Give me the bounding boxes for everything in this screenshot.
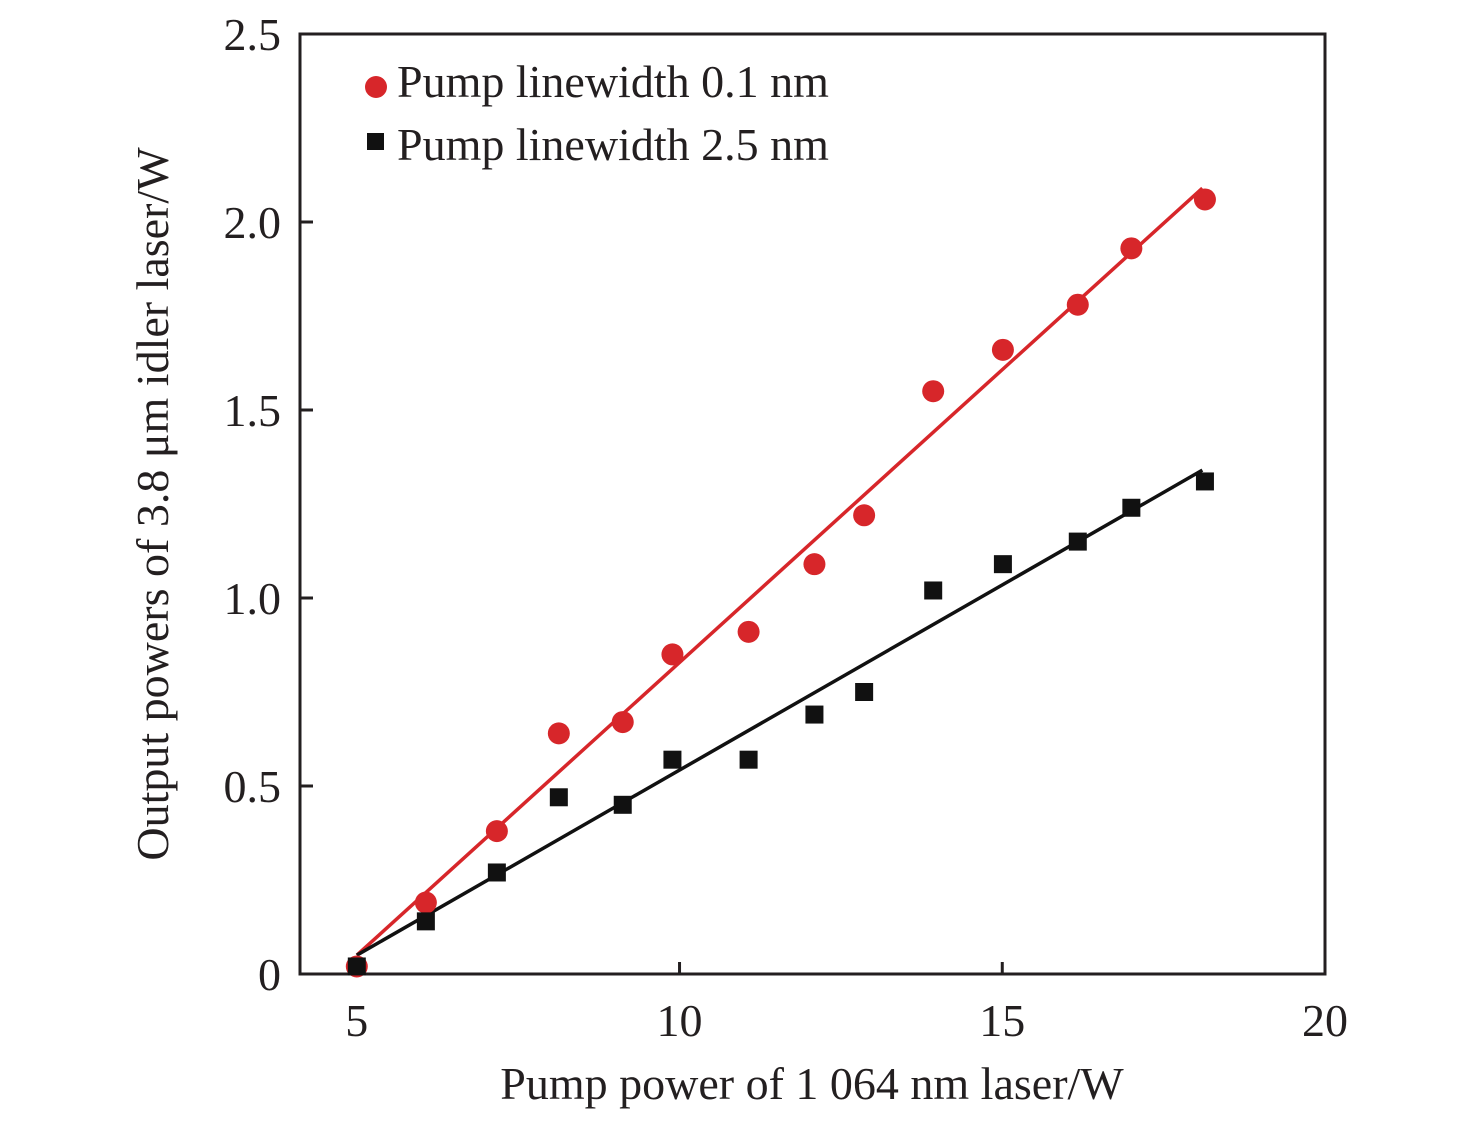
point-series-0 bbox=[485, 820, 508, 843]
y-tick-label: 2.5 bbox=[224, 9, 282, 60]
point-series-0 bbox=[547, 722, 570, 745]
point-series-0 bbox=[991, 338, 1014, 361]
y-ticks: 0 0.5 1.0 1.5 2.0 2.5 bbox=[224, 9, 313, 1000]
plot-frame bbox=[298, 32, 1327, 976]
point-series-1 bbox=[487, 863, 506, 882]
point-series-0 bbox=[1120, 237, 1143, 260]
point-series-0 bbox=[1066, 293, 1089, 316]
x-tick-label: 15 bbox=[979, 995, 1025, 1046]
point-series-1 bbox=[739, 750, 758, 769]
point-series-0 bbox=[414, 891, 437, 914]
point-series-1 bbox=[855, 683, 874, 701]
point-series-1 bbox=[1068, 532, 1087, 551]
x-tick-label: 5 bbox=[345, 995, 368, 1046]
legend: Pump linewidth 0.1 nm Pump linewidth 2.5… bbox=[365, 56, 829, 170]
point-series-1 bbox=[924, 581, 943, 600]
point-series-0 bbox=[853, 504, 876, 527]
y-tick-label: 1.0 bbox=[224, 573, 282, 624]
y-axis-title: Output powers of 3.8 μm idler laser/W bbox=[127, 147, 178, 861]
point-series-1 bbox=[416, 912, 435, 931]
point-series-1 bbox=[613, 795, 632, 814]
point-series-0 bbox=[737, 620, 760, 643]
y-tick-label: 1.5 bbox=[224, 385, 282, 436]
x-tick-label: 20 bbox=[1302, 995, 1348, 1046]
x-ticks: 5 10 15 20 bbox=[345, 962, 1348, 1046]
legend-label-0: Pump linewidth 0.1 nm bbox=[397, 56, 829, 107]
point-series-1 bbox=[549, 788, 568, 807]
point-series-1 bbox=[663, 750, 682, 769]
point-series-1 bbox=[1195, 472, 1214, 491]
y-tick-label: 0 bbox=[258, 949, 281, 1000]
x-axis-title: Pump power of 1 064 nm laser/W bbox=[500, 1058, 1124, 1109]
point-series-1 bbox=[993, 555, 1012, 574]
legend-label-1: Pump linewidth 2.5 nm bbox=[397, 119, 829, 170]
legend-marker-circle bbox=[365, 76, 387, 98]
point-series-0 bbox=[803, 553, 826, 576]
point-series-0 bbox=[1193, 188, 1216, 211]
legend-marker-square bbox=[367, 133, 384, 150]
data-points bbox=[345, 188, 1216, 978]
y-tick-label: 2.0 bbox=[224, 197, 282, 248]
point-series-1 bbox=[805, 705, 824, 724]
point-series-1 bbox=[1122, 498, 1141, 517]
point-series-0 bbox=[611, 711, 634, 734]
point-series-0 bbox=[661, 643, 684, 666]
y-tick-label: 0.5 bbox=[224, 761, 282, 812]
point-series-1 bbox=[347, 957, 366, 976]
point-series-0 bbox=[922, 380, 945, 403]
x-tick-label: 10 bbox=[657, 995, 703, 1046]
